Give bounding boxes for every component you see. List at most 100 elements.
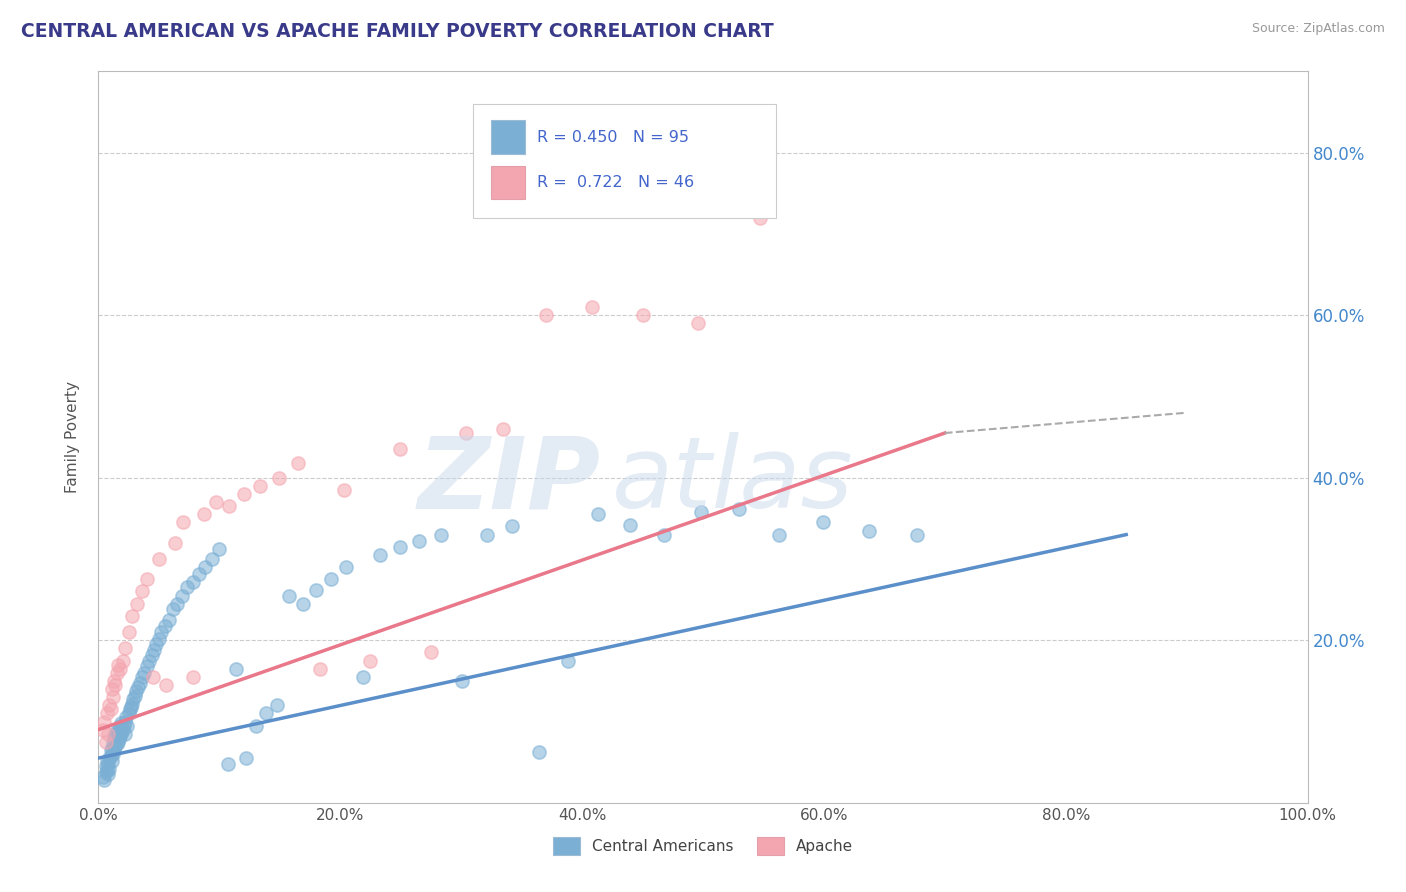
Point xyxy=(451,673,474,688)
Point xyxy=(110,727,132,741)
Point xyxy=(352,670,374,684)
Point xyxy=(194,560,217,574)
Point xyxy=(93,772,115,787)
Point xyxy=(388,540,411,554)
Point xyxy=(97,756,120,771)
Point xyxy=(278,589,301,603)
Point xyxy=(142,670,165,684)
Point xyxy=(105,665,128,680)
Point xyxy=(267,471,290,485)
Point xyxy=(388,442,411,457)
Point xyxy=(501,519,523,533)
Point xyxy=(187,566,209,581)
Point xyxy=(181,670,204,684)
Point xyxy=(208,542,231,557)
Point xyxy=(155,678,177,692)
Point xyxy=(689,505,711,519)
Point xyxy=(143,643,166,657)
Point xyxy=(176,581,198,595)
Point xyxy=(100,702,122,716)
Point xyxy=(98,751,121,765)
Point xyxy=(335,560,357,574)
Point xyxy=(121,697,143,711)
Point xyxy=(557,654,579,668)
Point xyxy=(249,479,271,493)
Point xyxy=(166,597,188,611)
FancyBboxPatch shape xyxy=(474,104,776,218)
Point xyxy=(162,602,184,616)
Point xyxy=(218,499,240,513)
Point xyxy=(305,582,328,597)
Point xyxy=(91,770,114,784)
Point xyxy=(118,706,141,721)
Point xyxy=(420,645,443,659)
Point xyxy=(108,662,131,676)
Point xyxy=(492,422,515,436)
Point xyxy=(94,764,117,779)
Point xyxy=(127,597,149,611)
Point xyxy=(811,516,834,530)
Point xyxy=(100,754,122,768)
Point xyxy=(122,691,145,706)
Point xyxy=(121,608,143,623)
Point xyxy=(114,727,136,741)
Point xyxy=(118,625,141,640)
Point xyxy=(111,723,134,737)
Point xyxy=(308,662,330,676)
Point xyxy=(103,731,125,745)
Point xyxy=(101,747,124,761)
Point xyxy=(115,710,138,724)
Point xyxy=(201,552,224,566)
Point xyxy=(688,316,710,330)
Point xyxy=(217,756,239,771)
Point xyxy=(114,641,136,656)
Text: ZIP: ZIP xyxy=(418,433,600,530)
Point xyxy=(124,689,146,703)
Point xyxy=(94,759,117,773)
Point xyxy=(534,308,557,322)
Point xyxy=(94,735,117,749)
Point xyxy=(111,654,134,668)
Point xyxy=(134,665,156,680)
Point xyxy=(319,572,342,586)
Point xyxy=(138,654,160,668)
Point xyxy=(287,456,309,470)
Point xyxy=(97,727,120,741)
Point xyxy=(107,657,129,672)
Point xyxy=(104,678,127,692)
Point xyxy=(368,548,391,562)
Text: CENTRAL AMERICAN VS APACHE FAMILY POVERTY CORRELATION CHART: CENTRAL AMERICAN VS APACHE FAMILY POVERT… xyxy=(21,22,773,41)
Point xyxy=(141,648,163,662)
Point xyxy=(172,516,194,530)
Point xyxy=(163,535,186,549)
Legend: Central Americans, Apache: Central Americans, Apache xyxy=(547,831,859,861)
Point xyxy=(91,723,114,737)
Point xyxy=(98,698,121,713)
Point xyxy=(256,706,278,721)
Point xyxy=(858,524,880,538)
Point xyxy=(235,751,257,765)
Point xyxy=(135,572,157,586)
Point xyxy=(128,675,150,690)
Point xyxy=(145,637,167,651)
Point xyxy=(135,659,157,673)
Point xyxy=(97,767,120,781)
Point xyxy=(728,501,751,516)
Point xyxy=(107,729,129,743)
Point xyxy=(905,527,928,541)
Point xyxy=(96,706,118,721)
Point xyxy=(100,748,122,763)
Text: R = 0.450   N = 95: R = 0.450 N = 95 xyxy=(537,129,689,145)
Point xyxy=(101,690,124,705)
Point xyxy=(225,662,247,676)
Point xyxy=(748,211,770,225)
Point xyxy=(170,589,193,603)
Point xyxy=(619,517,641,532)
Point xyxy=(153,618,176,632)
Point xyxy=(108,729,131,743)
Point xyxy=(157,613,180,627)
Point xyxy=(291,597,314,611)
Point xyxy=(114,714,136,729)
Point xyxy=(586,508,609,522)
Point xyxy=(108,732,131,747)
